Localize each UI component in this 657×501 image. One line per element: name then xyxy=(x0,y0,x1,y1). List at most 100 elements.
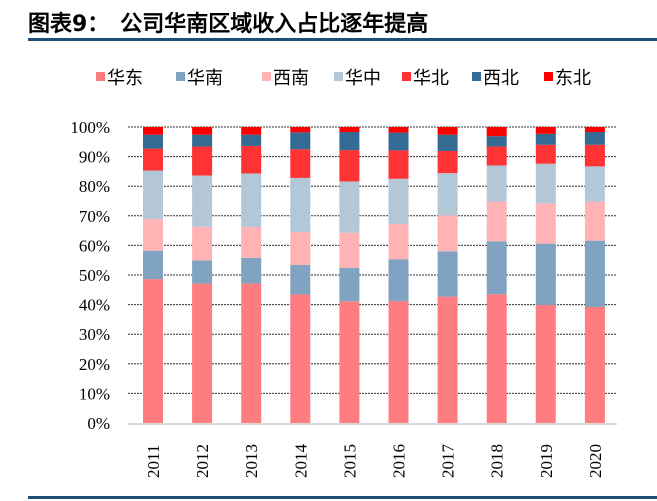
y-tick-label: 90% xyxy=(79,148,110,167)
bar-segment xyxy=(339,150,360,182)
legend-label: 西北 xyxy=(483,68,519,88)
bar-segment xyxy=(290,132,311,150)
bar-segment xyxy=(192,134,213,147)
legend-swatch xyxy=(472,72,481,81)
title-divider xyxy=(28,38,657,41)
legend-label: 华东 xyxy=(107,68,143,88)
legend-swatch xyxy=(96,72,105,81)
legend-item: 华东 xyxy=(96,68,143,88)
bottom-divider xyxy=(28,496,657,499)
bar-segment xyxy=(241,227,262,258)
legend-swatch xyxy=(176,72,185,81)
y-tick-label: 20% xyxy=(79,355,110,374)
bar-segment xyxy=(535,163,556,204)
bar-segment xyxy=(535,127,556,134)
bar-segment xyxy=(143,127,163,135)
bar-segment xyxy=(339,267,360,302)
y-tick-label: 70% xyxy=(79,207,110,226)
bar-segment xyxy=(339,127,360,133)
bar-segment xyxy=(192,175,213,227)
bar-segment xyxy=(143,250,163,280)
x-tick-label: 2013 xyxy=(242,444,261,478)
bar-segment xyxy=(584,144,605,167)
bar-segment xyxy=(192,226,213,261)
bar-segment xyxy=(143,279,163,423)
x-tick-label: 2014 xyxy=(291,444,310,479)
legend-label: 华南 xyxy=(187,68,223,88)
legend-swatch xyxy=(402,72,411,81)
legend-item: 华中 xyxy=(334,68,381,88)
legend-label: 西南 xyxy=(273,68,309,88)
y-tick-label: 60% xyxy=(79,236,110,255)
bar-segment xyxy=(535,243,556,305)
bar-segment xyxy=(486,241,507,295)
bar-segment xyxy=(339,181,360,233)
bar-segment xyxy=(192,146,213,176)
bar-segment xyxy=(241,134,262,146)
bar-segment xyxy=(535,133,556,145)
bar-segment xyxy=(143,170,163,220)
bar-segment xyxy=(192,260,213,284)
legend-swatch xyxy=(262,72,271,81)
legend-swatch xyxy=(334,72,343,81)
bar-segment xyxy=(241,257,262,284)
bar-segment xyxy=(486,294,507,423)
legend-item: 华南 xyxy=(176,68,223,88)
bar-segment xyxy=(584,132,605,145)
bar-segment xyxy=(535,304,556,423)
bar-segment xyxy=(290,149,311,178)
chart-title: 图表9： 公司华南区域收入占比逐年提高 xyxy=(28,12,429,37)
bar-segment xyxy=(388,178,409,225)
bar-segment xyxy=(388,301,409,423)
y-tick-label: 10% xyxy=(79,384,110,403)
bar-segment xyxy=(290,177,311,233)
y-tick-label: 0% xyxy=(87,414,110,433)
bar-segment xyxy=(241,283,262,423)
bar-segment xyxy=(143,134,163,149)
bar-segment xyxy=(535,203,556,244)
bar-segment xyxy=(584,240,605,307)
bar-segment xyxy=(437,150,458,174)
x-tick-label: 2018 xyxy=(488,444,507,478)
x-tick-label: 2015 xyxy=(340,444,359,478)
bar-segment xyxy=(486,127,507,137)
bar-segment xyxy=(192,283,213,423)
bar-segment xyxy=(143,148,163,171)
bar-segment xyxy=(437,173,458,216)
legend-label: 东北 xyxy=(555,68,591,88)
legend-label: 华北 xyxy=(413,68,449,88)
bar-segment xyxy=(584,127,605,133)
x-tick-label: 2017 xyxy=(439,444,458,479)
legend-item: 西南 xyxy=(262,68,309,88)
legend-item: 华北 xyxy=(402,68,449,88)
bar-segment xyxy=(437,134,458,151)
bar-segment xyxy=(437,215,458,252)
bar-segment xyxy=(486,165,507,202)
bar-segment xyxy=(290,127,311,133)
bar-segment xyxy=(388,132,409,151)
bar-segment xyxy=(437,127,458,135)
bar-segment xyxy=(339,232,360,268)
legend-label: 华中 xyxy=(345,68,381,88)
bar-segment xyxy=(241,145,262,174)
bar-segment xyxy=(437,251,458,297)
bar-segment xyxy=(388,224,409,260)
bar-segment xyxy=(241,127,262,135)
bar-segment xyxy=(192,127,213,135)
legend-item: 东北 xyxy=(544,68,591,88)
x-tick-label: 2011 xyxy=(144,445,163,478)
y-tick-label: 100% xyxy=(70,118,110,137)
bar-segment xyxy=(584,306,605,423)
bar-segment xyxy=(584,201,605,241)
bar-segment xyxy=(437,296,458,423)
bar-segment xyxy=(584,166,605,202)
y-tick-label: 80% xyxy=(79,177,110,196)
bar-segment xyxy=(486,136,507,147)
bar-segment xyxy=(290,232,311,265)
y-tick-label: 40% xyxy=(79,296,110,315)
y-tick-label: 50% xyxy=(79,266,110,285)
bar-segment xyxy=(339,132,360,151)
legend-item: 西北 xyxy=(472,68,519,88)
x-tick-label: 2019 xyxy=(537,444,556,478)
bar-segment xyxy=(241,173,262,228)
